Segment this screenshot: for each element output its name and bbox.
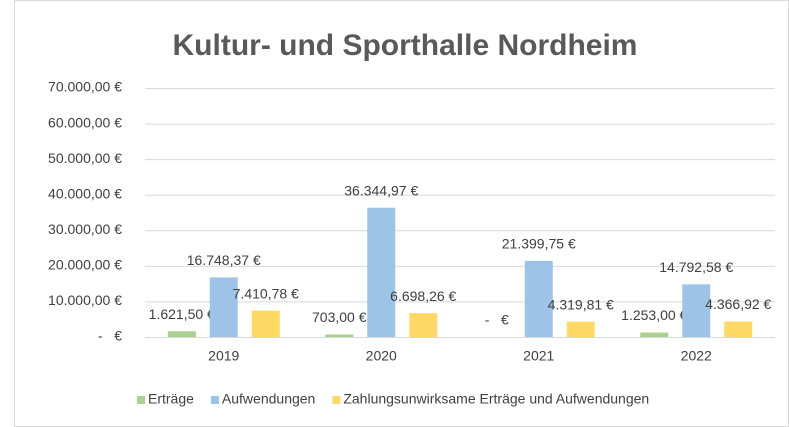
data-label: 4.319,81 € <box>548 296 614 312</box>
data-label: 7.410,78 € <box>233 285 299 301</box>
x-tick-label: 2019 <box>208 348 239 364</box>
bar <box>566 321 595 337</box>
x-tick-label: 2020 <box>366 348 397 364</box>
bar <box>325 334 354 337</box>
y-tick-label: 60.000,00 € <box>48 114 122 130</box>
y-tick-label: 70.000,00 € <box>48 79 122 95</box>
x-tick-label: 2022 <box>681 348 712 364</box>
data-label: 4.366,92 € <box>705 296 771 312</box>
data-label: 16.748,37 € <box>187 252 261 268</box>
bar <box>209 277 238 337</box>
bar <box>524 260 553 337</box>
chart-title: Kultur- und Sporthalle Nordheim <box>173 29 638 62</box>
legend-label: Zahlungsunwirksame Erträge und Aufwendun… <box>343 391 649 407</box>
legend-label: Aufwendungen <box>222 391 315 407</box>
data-label: 703,00 € <box>312 309 367 325</box>
x-tick-label: 2021 <box>523 348 554 364</box>
data-label: 14.792,58 € <box>659 259 733 275</box>
y-tick-label: 40.000,00 € <box>48 185 122 201</box>
data-label: 1.253,00 € <box>621 307 687 323</box>
bar <box>682 284 711 337</box>
data-label: 36.344,97 € <box>344 182 418 198</box>
bar <box>409 313 438 337</box>
y-tick-label: 50.000,00 € <box>48 150 122 166</box>
data-label: 1.621,50 € <box>149 306 215 322</box>
chart-frame <box>14 0 789 427</box>
legend-marker <box>137 396 145 404</box>
y-tick-label: 30.000,00 € <box>48 221 122 237</box>
y-tick-label: 10.000,00 € <box>48 292 122 308</box>
data-label: - € <box>485 312 509 328</box>
bar <box>724 321 753 337</box>
bar <box>640 332 669 337</box>
data-label: 21.399,75 € <box>502 236 576 252</box>
bar <box>367 207 396 337</box>
y-tick-label: - € <box>98 328 122 344</box>
bar <box>167 331 196 337</box>
bar <box>251 310 280 337</box>
y-tick-label: 20.000,00 € <box>48 257 122 273</box>
legend-marker <box>210 396 219 404</box>
legend-label: Erträge <box>148 391 194 407</box>
legend-marker <box>332 396 341 404</box>
data-label: 6.698,26 € <box>390 288 456 304</box>
